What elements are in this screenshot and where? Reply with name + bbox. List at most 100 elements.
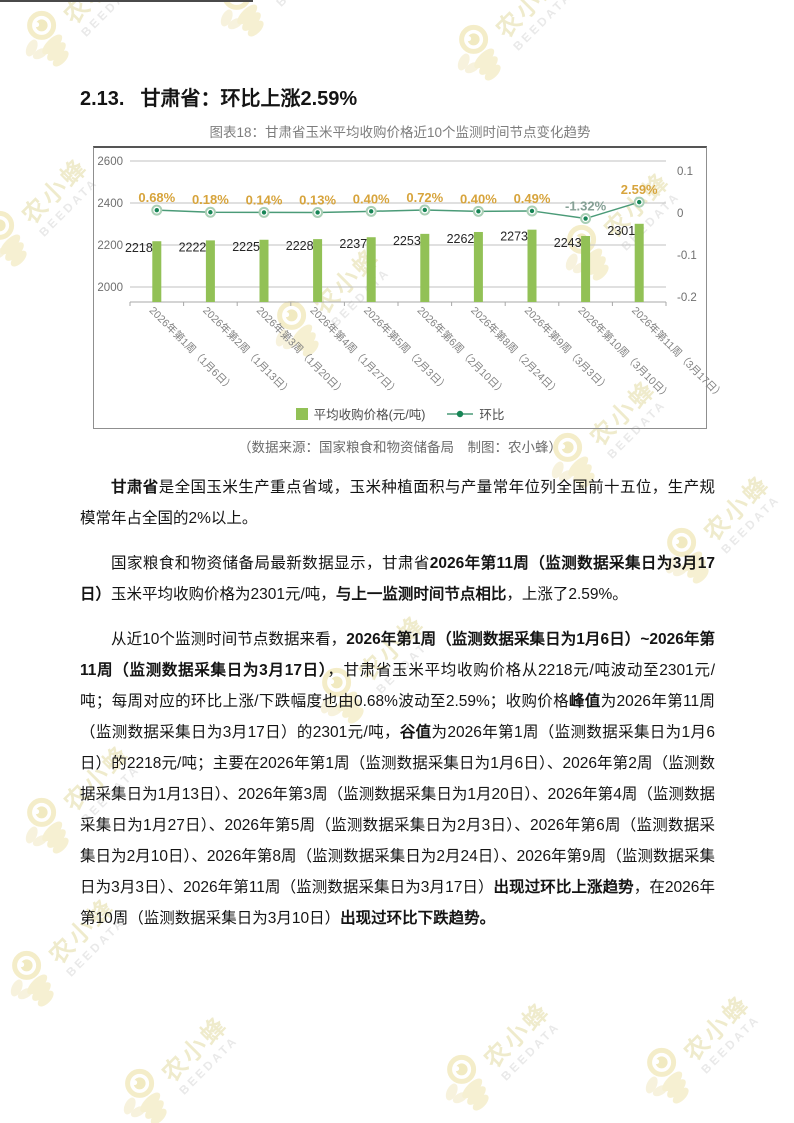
bar-value-label: 2301	[607, 224, 635, 238]
legend-item: 环比	[447, 404, 504, 423]
price-bar	[259, 239, 269, 302]
legend-item: 平均收购价格(元/吨)	[295, 404, 426, 423]
data-source-note: （数据来源：国家粮食和物资储备局 制图：农小蜂）	[238, 440, 562, 455]
body-text: 甘肃省是全国玉米生产重点省域，玉米种植面积与产量常年位列全国前十五位，生产规模常…	[80, 472, 715, 934]
legend-bar-swatch-icon	[295, 407, 308, 420]
mom-value-label: -1.32%	[565, 199, 607, 214]
x-axis-label: 2026年第1周（1月6日）	[147, 304, 237, 394]
price-bar	[366, 237, 376, 302]
legend-line-swatch-icon	[447, 410, 474, 417]
bold-text-run: 甘肃省	[111, 479, 159, 496]
mom-point-core	[476, 209, 481, 214]
x-axis-label: 2026年第9周（3月3日）	[522, 304, 612, 394]
mom-value-label: 0.72%	[406, 190, 443, 205]
y-axis-left-label: 2400	[97, 198, 123, 210]
bee-logo-icon	[445, 1054, 489, 1111]
y-axis-left-label: 2200	[97, 240, 123, 252]
watermark-brand: BEEDATA	[176, 1033, 241, 1098]
x-axis-label: 2026年第10周（3月10日）	[575, 304, 673, 402]
mom-value-label: 0.13%	[299, 192, 336, 207]
mom-point-core	[637, 199, 642, 205]
price-bar	[527, 229, 537, 302]
x-axis-label: 2026年第4周（1月27日）	[307, 304, 401, 398]
watermark-name: 农小蜂	[479, 996, 556, 1074]
price-bar	[473, 231, 483, 302]
bar-value-label: 2222	[179, 240, 207, 254]
watermark-name: 农小蜂	[157, 1010, 234, 1088]
price-bar	[581, 235, 591, 302]
x-axis-label: 2026年第2周（1月13日）	[200, 304, 294, 398]
bar-value-label: 2228	[286, 239, 314, 253]
x-axis-label: 2026年第11周（3月17日）	[629, 304, 727, 402]
bold-text-run: 峰值	[569, 693, 601, 710]
bar-value-label: 2273	[500, 230, 528, 244]
mom-value-label: 0.68%	[138, 190, 175, 205]
bar-value-label: 2243	[554, 236, 582, 250]
body-paragraph: 国家粮食和物资储备局最新数据显示，甘肃省2026年第11周（监测数据采集日为3月…	[80, 548, 715, 610]
text-run: 从近10个监测时间节点数据来看，	[111, 631, 347, 648]
chart-legend: 平均收购价格(元/吨) 环比	[94, 404, 706, 423]
mom-point-core	[422, 207, 427, 213]
mom-value-label: 0.49%	[514, 191, 551, 206]
mom-point-core	[154, 207, 159, 213]
watermark-name: 农小蜂	[679, 989, 756, 1067]
bold-text-run: 谷值	[399, 724, 432, 741]
text-run: 为2026年第11周（监测数据采集日为3月17日）的2301元/吨，	[80, 693, 715, 741]
x-axis-label: 2026年第5周（2月3日）	[361, 304, 451, 394]
price-bar	[152, 241, 162, 302]
mom-point-core	[261, 210, 267, 215]
text-run: 国家粮食和物资储备局最新数据显示，甘肃省	[111, 555, 430, 572]
bar-value-label: 2262	[447, 232, 475, 246]
section-number: 2.13.	[80, 88, 125, 110]
mom-point-core	[583, 216, 588, 221]
chart-caption: 图表18：甘肃省玉米平均收购价格近10个监测时间节点变化趋势	[209, 125, 591, 140]
price-bar	[205, 240, 215, 302]
bold-text-run: 2026年第11周（监测数据采集日为3月17日）	[80, 555, 715, 603]
mom-value-label: 2.59%	[621, 182, 658, 197]
page-content: 2.13. 甘肃省：环比上涨2.59% 图表18：甘肃省玉米平均收购价格近10个…	[80, 82, 727, 934]
bar-value-label: 2225	[232, 240, 260, 254]
y-axis-right-label: 0	[677, 208, 683, 220]
mom-value-label: 0.40%	[460, 191, 497, 206]
bar-value-label: 2218	[125, 241, 153, 255]
price-bar	[313, 239, 323, 302]
text-run: 是全国玉米生产重点省域，玉米种植面积与产量常年位列全国前十五位，生产规模常年占全…	[80, 479, 715, 527]
y-axis-right-label: -0.1	[677, 250, 697, 262]
watermark-brand: BEEDATA	[698, 1012, 763, 1077]
price-trend-chart: 2000 2200 2400 2600 -0.2 -0.1 0 0.1 2218 2222 2225…	[97, 156, 726, 402]
mom-line	[156, 201, 640, 220]
x-axis-label: 2026年第8周（2月24日）	[468, 304, 562, 398]
mom-value-label: 0.40%	[353, 191, 390, 206]
y-axis-left-label: 2600	[97, 156, 123, 168]
bar-value-label: 2237	[339, 237, 367, 251]
mom-point-core	[529, 208, 535, 214]
legend-label: 平均收购价格(元/吨)	[313, 408, 426, 422]
bar-value-label: 2253	[393, 234, 421, 248]
bee-logo-icon	[10, 950, 54, 1007]
page-top-rule	[0, 0, 253, 2]
watermark-brand: BEEDATA	[498, 1019, 563, 1084]
bold-text-run: 出现过环比下跌趋势。	[340, 910, 496, 927]
text-run: ，在2026年第10周（监测数据采集日为3月10日）	[80, 879, 715, 927]
x-axis-label: 2026年第6周（2月10日）	[415, 304, 509, 398]
chart-box: 2000 2200 2400 2600 -0.2 -0.1 0 0.1 2218 2222 2225…	[93, 146, 727, 429]
legend-label: 环比	[479, 408, 505, 422]
y-axis-right-label: 0.1	[677, 166, 693, 178]
bold-text-run: 出现过环比上涨趋势	[493, 879, 634, 896]
section-heading: 2.13. 甘肃省：环比上涨2.59%	[80, 82, 715, 111]
bee-logo-icon	[123, 1068, 167, 1123]
mom-point-core	[208, 210, 213, 215]
mom-point-core	[315, 210, 320, 215]
chart-figure: 图表18：甘肃省玉米平均收购价格近10个监测时间节点变化趋势 2000 2200 2…	[80, 121, 727, 456]
text-run: ，上涨了2.59%。	[506, 586, 628, 603]
bold-text-run: 2026年第1周（监测数据采集日为1月6日）~2026年第11周（监测数据采集日…	[80, 631, 715, 679]
section-title: 甘肃省：环比上涨2.59%	[140, 88, 358, 110]
y-axis-right-label: -0.2	[677, 292, 697, 304]
mom-value-label: 0.18%	[192, 192, 229, 207]
bee-logo-icon	[645, 1047, 689, 1104]
text-run: 为2026年第1周（监测数据采集日为1月6日）的2218元/吨；主要在2026年…	[80, 724, 715, 896]
